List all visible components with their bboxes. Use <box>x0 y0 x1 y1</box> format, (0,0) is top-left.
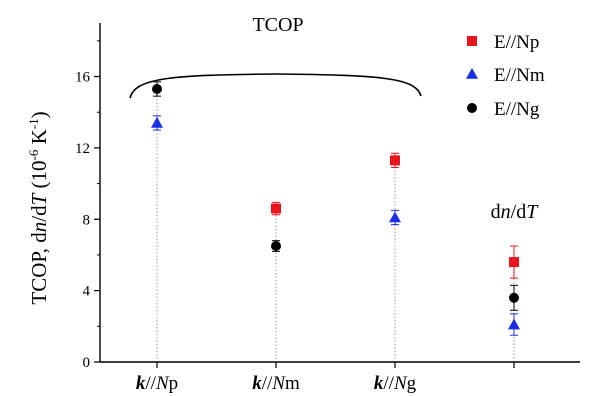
legend-label: E//Np <box>494 32 539 53</box>
tcop-annotation: TCOP <box>252 14 303 36</box>
data-point-enp <box>509 257 519 268</box>
x-ticks <box>156 362 515 368</box>
tcop-brace <box>129 73 422 99</box>
y-tick-label: 16 <box>75 70 91 86</box>
data-point-eng <box>271 241 281 252</box>
y-tick-label: 12 <box>75 141 90 157</box>
legend-marker <box>467 36 477 46</box>
legend: E//Np E//Nm E//Ng <box>466 32 545 120</box>
data-point-eng <box>509 292 519 303</box>
data-point-enp <box>271 203 281 214</box>
category-labels: k//Np k//Nm k//Ng <box>136 373 417 394</box>
category-label: k//Ng <box>374 373 417 394</box>
drop-lines <box>156 89 515 362</box>
data-points <box>151 81 520 336</box>
data-point-eng <box>152 84 162 95</box>
data-point-enm <box>508 318 520 330</box>
data-point-enm <box>389 211 401 223</box>
data-point-enm <box>151 116 163 128</box>
dndt-annotation: dn/dT <box>491 201 540 223</box>
y-ticks: 0 4 8 12 16 <box>75 40 100 371</box>
y-axis-label: TCOP, dn/dT (10-6 K-1) <box>26 111 51 304</box>
y-tick-label: 0 <box>83 355 91 371</box>
data-point-enp <box>390 155 400 166</box>
legend-marker <box>466 68 478 79</box>
legend-label: E//Nm <box>494 65 545 86</box>
category-label: k//Np <box>136 373 178 394</box>
category-label: k//Nm <box>252 373 300 394</box>
y-tick-label: 8 <box>83 212 91 228</box>
y-tick-label: 4 <box>83 284 91 300</box>
legend-label: E//Ng <box>494 99 540 120</box>
legend-marker <box>467 103 477 113</box>
